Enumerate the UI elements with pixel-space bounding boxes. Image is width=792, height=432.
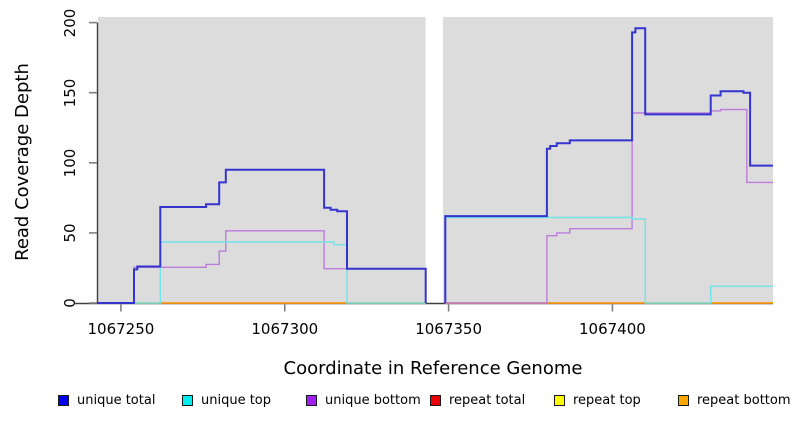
x-tick-label: 1067400	[578, 320, 646, 338]
x-tick-label: 1067300	[251, 320, 319, 338]
y-tick-label: 100	[61, 148, 79, 178]
y-tick-label: 50	[61, 223, 79, 243]
x-tick-label: 1067350	[415, 320, 482, 338]
y-axis-label: Read Coverage Depth	[12, 63, 33, 261]
series-line-unique-total	[98, 168, 427, 304]
coverage-gap-band	[425, 16, 444, 304]
x-tick-label: 1067250	[87, 320, 155, 338]
series-line-unique-bottom	[98, 230, 427, 304]
x-axis-label: Coordinate in Reference Genome	[283, 358, 583, 379]
series-line-unique-top	[444, 216, 773, 304]
y-tick-label: 200	[61, 8, 79, 37]
y-tick-label: 0	[61, 298, 79, 308]
series-line-unique-total	[444, 27, 773, 303]
y-tick-label: 150	[61, 78, 79, 108]
series-line-unique-bottom	[445, 108, 773, 304]
series-line-unique-top	[98, 241, 426, 304]
